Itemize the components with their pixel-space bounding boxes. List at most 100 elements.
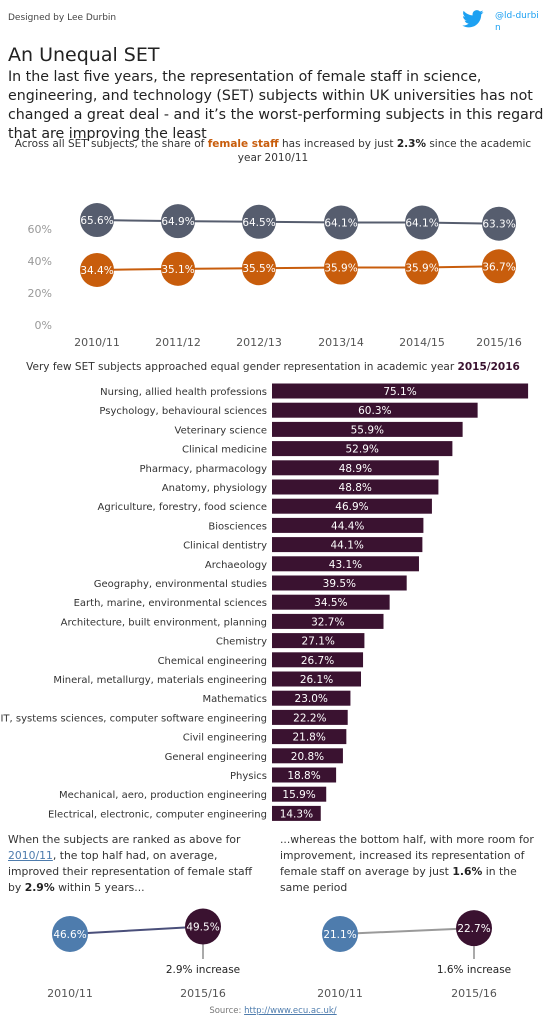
- category-label: Architecture, built environment, plannin…: [61, 617, 267, 628]
- data-point: [324, 250, 358, 285]
- data-label: 63.3%: [482, 219, 515, 231]
- bar-value-label: 52.9%: [346, 444, 379, 456]
- trend-note-value: 2.3%: [396, 138, 426, 150]
- bar-value-label: 75.1%: [383, 386, 416, 398]
- category-label: IT, systems sciences, computer software …: [0, 713, 267, 724]
- page-title: An Unequal SET: [8, 44, 160, 66]
- source-link[interactable]: http://www.ecu.ac.uk/: [244, 1006, 337, 1016]
- bar: [272, 517, 424, 533]
- bar-note-highlight: 2015/2016: [457, 361, 520, 373]
- bar-value-label: 55.9%: [351, 424, 384, 436]
- category-label: Geography, environmental studies: [94, 579, 267, 590]
- x-tick-label: 2010/11: [47, 987, 93, 1000]
- half-comparison-charts: 46.6% 49.5% 2.9% increase 2010/11 2015/16 21.…: [47, 908, 511, 1000]
- source-note: Source: http://www.ecu.ac.uk/: [0, 1006, 546, 1016]
- top-half-note-text-3: within 5 years...: [54, 881, 145, 894]
- x-tick-label: 2015/16: [180, 987, 226, 1000]
- start-label: 21.1%: [323, 929, 356, 941]
- bar: [272, 805, 321, 821]
- bar: [272, 421, 463, 437]
- bar: [272, 479, 439, 495]
- bar: [272, 729, 347, 745]
- bar: [272, 383, 529, 399]
- category-label: Nursing, allied health professions: [100, 387, 267, 398]
- data-point: [242, 204, 276, 239]
- bar: [272, 767, 337, 783]
- category-label: Mineral, metallurgy, materials engineeri…: [53, 675, 267, 686]
- designer-credit: Designed by Lee Durbin: [8, 13, 117, 23]
- trend-note-text-3: since the academic year 2010/11: [237, 138, 532, 164]
- bar-value-label: 46.9%: [335, 501, 368, 513]
- data-point: [405, 250, 439, 285]
- data-label: 64.5%: [242, 217, 275, 229]
- top-half-note-text: When the subjects are ranked as above fo…: [8, 833, 241, 846]
- trend-note-text: Across all SET subjects, the share of: [14, 138, 208, 150]
- category-label: General engineering: [165, 752, 267, 763]
- bar: [272, 786, 327, 802]
- x-tick-label: 2010/11: [317, 987, 363, 1000]
- increase-annotation: 2.9% increase: [166, 964, 240, 976]
- bar-value-label: 15.9%: [282, 789, 315, 801]
- twitter-handle[interactable]: @ld-durbin: [495, 11, 539, 33]
- bar: [272, 402, 478, 418]
- bar-value-label: 44.4%: [331, 520, 364, 532]
- bottom-half-note-text: ...whereas the bottom half, with more ro…: [280, 833, 534, 878]
- source-label: Source:: [209, 1006, 245, 1016]
- bar-value-label: 20.8%: [291, 751, 324, 763]
- category-label: Anatomy, physiology: [162, 483, 267, 494]
- bar: [272, 633, 365, 649]
- bottom-half-note-value: 1.6%: [452, 865, 483, 878]
- category-label: Clinical dentistry: [183, 541, 267, 552]
- category-label: Psychology, behavioural sciences: [99, 406, 267, 417]
- bar-value-label: 14.3%: [280, 808, 313, 820]
- increase-annotation: 1.6% increase: [437, 964, 511, 976]
- data-label: 64.9%: [161, 216, 194, 228]
- bar: [272, 671, 362, 687]
- data-point: [80, 203, 114, 238]
- bar: [272, 613, 384, 629]
- y-tick-label: 20%: [28, 287, 52, 300]
- start-point: [52, 916, 88, 952]
- staff-share-line-chart: 0% 20% 40% 60% 65.6% 64.9% 64.5% 64.1% 64.1% 63.…: [28, 203, 522, 349]
- data-label: 64.1%: [405, 217, 438, 229]
- category-label: Pharmacy, pharmacology: [140, 464, 268, 475]
- data-label: 64.1%: [324, 217, 357, 229]
- data-label: 65.6%: [80, 215, 113, 227]
- bar: [272, 460, 439, 476]
- bar-value-label: 22.2%: [293, 712, 326, 724]
- data-label: 36.7%: [482, 261, 515, 273]
- bar: [272, 537, 423, 553]
- category-label: Mathematics: [203, 694, 267, 705]
- data-label: 35.5%: [242, 263, 275, 275]
- bar: [272, 498, 432, 514]
- bar: [272, 575, 407, 591]
- bar-note: Very few SET subjects approached equal g…: [6, 360, 540, 374]
- bar-value-label: 48.8%: [339, 482, 372, 494]
- bar-value-label: 48.9%: [339, 463, 372, 475]
- bar-value-label: 60.3%: [358, 405, 391, 417]
- x-tick-label: 2015/16: [476, 336, 522, 349]
- bar-value-label: 32.7%: [311, 616, 344, 628]
- top-half-note-text-2: , the top half had, on average, improved…: [8, 849, 253, 894]
- end-label: 22.7%: [457, 923, 490, 935]
- y-tick-label: 60%: [28, 223, 52, 236]
- data-label: 35.9%: [324, 263, 357, 275]
- trend-note-highlight: female staff: [207, 138, 279, 150]
- data-point: [405, 205, 439, 240]
- category-label: Chemical engineering: [158, 656, 267, 667]
- bar: [272, 652, 364, 668]
- trend-note: Across all SET subjects, the share of fe…: [6, 137, 540, 165]
- data-label: 34.4%: [80, 265, 113, 277]
- twitter-icon[interactable]: [462, 10, 484, 28]
- bottom-half-note-text-2: in the same period: [280, 865, 517, 894]
- category-label: Physics: [230, 771, 267, 782]
- x-tick-label: 2014/15: [399, 336, 445, 349]
- data-point: [482, 249, 516, 284]
- category-label: Biosciences: [208, 521, 267, 532]
- bar-value-label: 26.1%: [300, 674, 333, 686]
- x-tick-label: 2011/12: [155, 336, 201, 349]
- data-point: [161, 251, 195, 286]
- category-label: Earth, marine, environmental sciences: [74, 598, 267, 609]
- y-tick-label: 0%: [35, 319, 52, 332]
- data-point: [161, 204, 195, 239]
